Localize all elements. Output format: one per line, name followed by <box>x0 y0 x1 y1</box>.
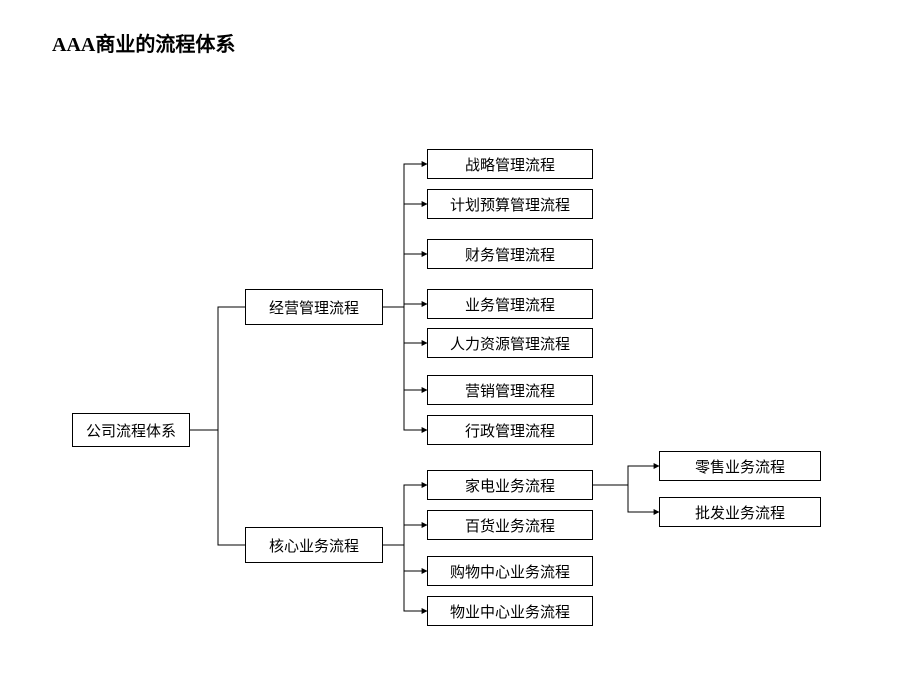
node-m7: 行政管理流程 <box>427 415 593 445</box>
node-mgmt: 经营管理流程 <box>245 289 383 325</box>
edge-core-c3 <box>383 545 427 571</box>
edge-mgmt-m4 <box>383 304 427 307</box>
node-r2: 批发业务流程 <box>659 497 821 527</box>
node-c3: 购物中心业务流程 <box>427 556 593 586</box>
node-c1: 家电业务流程 <box>427 470 593 500</box>
edge-mgmt-m6 <box>383 307 427 390</box>
edge-mgmt-m1 <box>383 164 427 307</box>
edge-mgmt-m5 <box>383 307 427 343</box>
node-m6: 营销管理流程 <box>427 375 593 405</box>
edge-root-mgmt <box>190 307 245 430</box>
edge-mgmt-m2 <box>383 204 427 307</box>
node-r1: 零售业务流程 <box>659 451 821 481</box>
node-c2: 百货业务流程 <box>427 510 593 540</box>
edge-c1-r1 <box>593 466 659 485</box>
edge-core-c2 <box>383 525 427 545</box>
edge-core-c4 <box>383 545 427 611</box>
page-title: AAA商业的流程体系 <box>52 28 235 57</box>
node-core: 核心业务流程 <box>245 527 383 563</box>
edge-c1-r2 <box>593 485 659 512</box>
node-m4: 业务管理流程 <box>427 289 593 319</box>
node-m3: 财务管理流程 <box>427 239 593 269</box>
node-m2: 计划预算管理流程 <box>427 189 593 219</box>
edge-mgmt-m7 <box>383 307 427 430</box>
edge-root-core <box>190 430 245 545</box>
node-c4: 物业中心业务流程 <box>427 596 593 626</box>
node-m1: 战略管理流程 <box>427 149 593 179</box>
edge-mgmt-m3 <box>383 254 427 307</box>
node-m5: 人力资源管理流程 <box>427 328 593 358</box>
diagram-canvas: AAA商业的流程体系 公司流程体系 经营管理流程核心业务流程 战略管理流程计划预算管… <box>0 0 920 690</box>
node-root: 公司流程体系 <box>72 413 190 447</box>
edge-core-c1 <box>383 485 427 545</box>
